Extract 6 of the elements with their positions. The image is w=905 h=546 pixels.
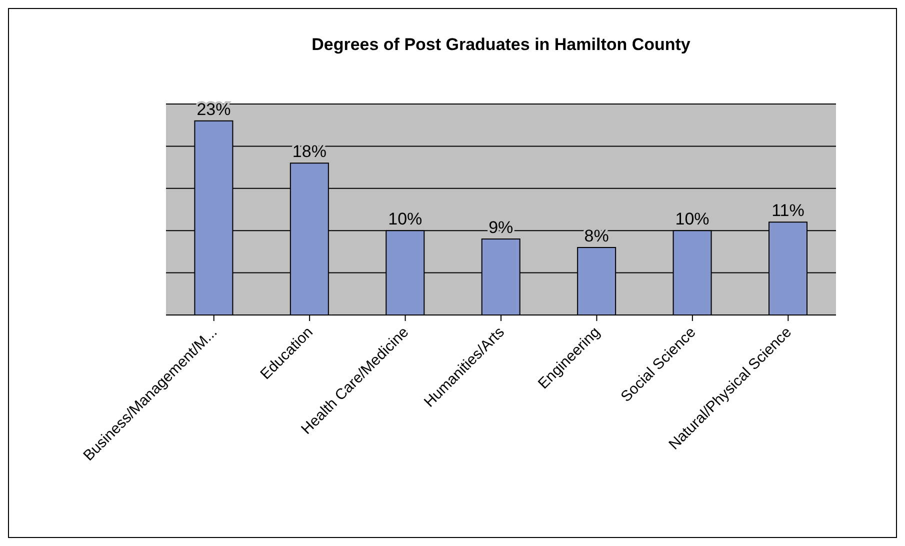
data-label: 10% xyxy=(388,210,422,229)
data-label: 10% xyxy=(675,210,710,229)
data-label: 8% xyxy=(584,226,609,246)
data-label: 11% xyxy=(772,201,804,220)
data-label: 18% xyxy=(292,142,326,162)
chart-title: Degrees of Post Graduates in Hamilton County xyxy=(310,35,692,55)
